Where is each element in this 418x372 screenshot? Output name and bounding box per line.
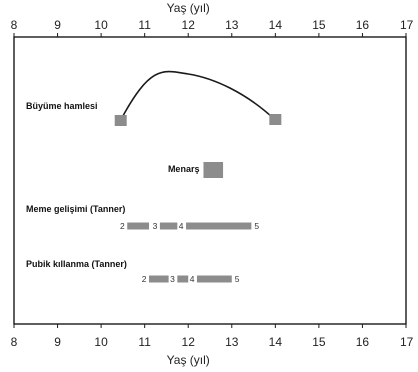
top-tick-label-9: 9 bbox=[54, 18, 61, 32]
pubic-stage-label-5: 5 bbox=[235, 274, 240, 284]
top-tick-label-13: 13 bbox=[225, 18, 239, 32]
row-label-growth: Büyüme hamlesi bbox=[26, 101, 98, 111]
top-tick-label-17: 17 bbox=[400, 18, 414, 32]
pubic-stage-label-3: 3 bbox=[170, 274, 175, 284]
growth-curve bbox=[120, 70, 276, 121]
bottom-tick-label-9: 9 bbox=[54, 335, 61, 349]
pubic-stage-label-2: 2 bbox=[142, 274, 147, 284]
growth-start-marker bbox=[114, 115, 127, 126]
row-label-menarche: Menarş bbox=[168, 164, 200, 174]
row-label-breast: Meme gelişimi (Tanner) bbox=[26, 204, 125, 214]
top-tick-label-15: 15 bbox=[312, 18, 326, 32]
breast-stage-label-4: 4 bbox=[179, 221, 184, 231]
top-tick-label-12: 12 bbox=[182, 18, 196, 32]
bottom-axis-title: Yaş (yıl) bbox=[167, 353, 210, 367]
bottom-tick-label-10: 10 bbox=[94, 335, 108, 349]
bottom-tick-label-13: 13 bbox=[225, 335, 239, 349]
top-tick-label-16: 16 bbox=[356, 18, 370, 32]
top-tick-label-11: 11 bbox=[138, 18, 151, 32]
bottom-tick-label-14: 14 bbox=[269, 335, 283, 349]
timeline-rows: Büyüme hamlesi Menarş Meme gelişimi (Tanne… bbox=[26, 70, 282, 284]
top-axis-title: Yaş (yıl) bbox=[167, 1, 210, 15]
plot-frame bbox=[13, 36, 407, 325]
breast-stage-bar-3 bbox=[159, 222, 178, 230]
bottom-tick-label-15: 15 bbox=[312, 335, 326, 349]
menarche-box bbox=[203, 162, 224, 178]
top-tick-label-14: 14 bbox=[269, 18, 283, 32]
breast-stage-bar-4 bbox=[186, 222, 252, 230]
bottom-tick-label-12: 12 bbox=[182, 335, 196, 349]
breast-stage-label-3: 3 bbox=[153, 221, 158, 231]
bottom-tick-label-11: 11 bbox=[138, 335, 151, 349]
pubic-stage-bar-4 bbox=[196, 275, 232, 283]
bottom-tick-label-17: 17 bbox=[400, 335, 414, 349]
bottom-tick-label-16: 16 bbox=[356, 335, 370, 349]
breast-stage-bar-2 bbox=[127, 222, 150, 230]
bottom-tick-label-8: 8 bbox=[11, 335, 18, 349]
breast-stage-label-2: 2 bbox=[120, 221, 125, 231]
pubic-stage-bar-3 bbox=[177, 275, 189, 283]
breast-stage-label-5: 5 bbox=[254, 221, 259, 231]
pubic-stage-label-4: 4 bbox=[190, 274, 195, 284]
axis-ticks: 8 8 9 9 10 10 11 11 12 12 13 13 14 14 15 15 16 16 17 17 bbox=[11, 18, 414, 349]
row-label-pubic: Pubik kıllanma (Tanner) bbox=[26, 259, 127, 269]
top-tick-label-8: 8 bbox=[11, 18, 18, 32]
pubic-stage-bar-2 bbox=[149, 275, 169, 283]
top-tick-label-10: 10 bbox=[94, 18, 108, 32]
growth-end-marker bbox=[269, 114, 282, 125]
